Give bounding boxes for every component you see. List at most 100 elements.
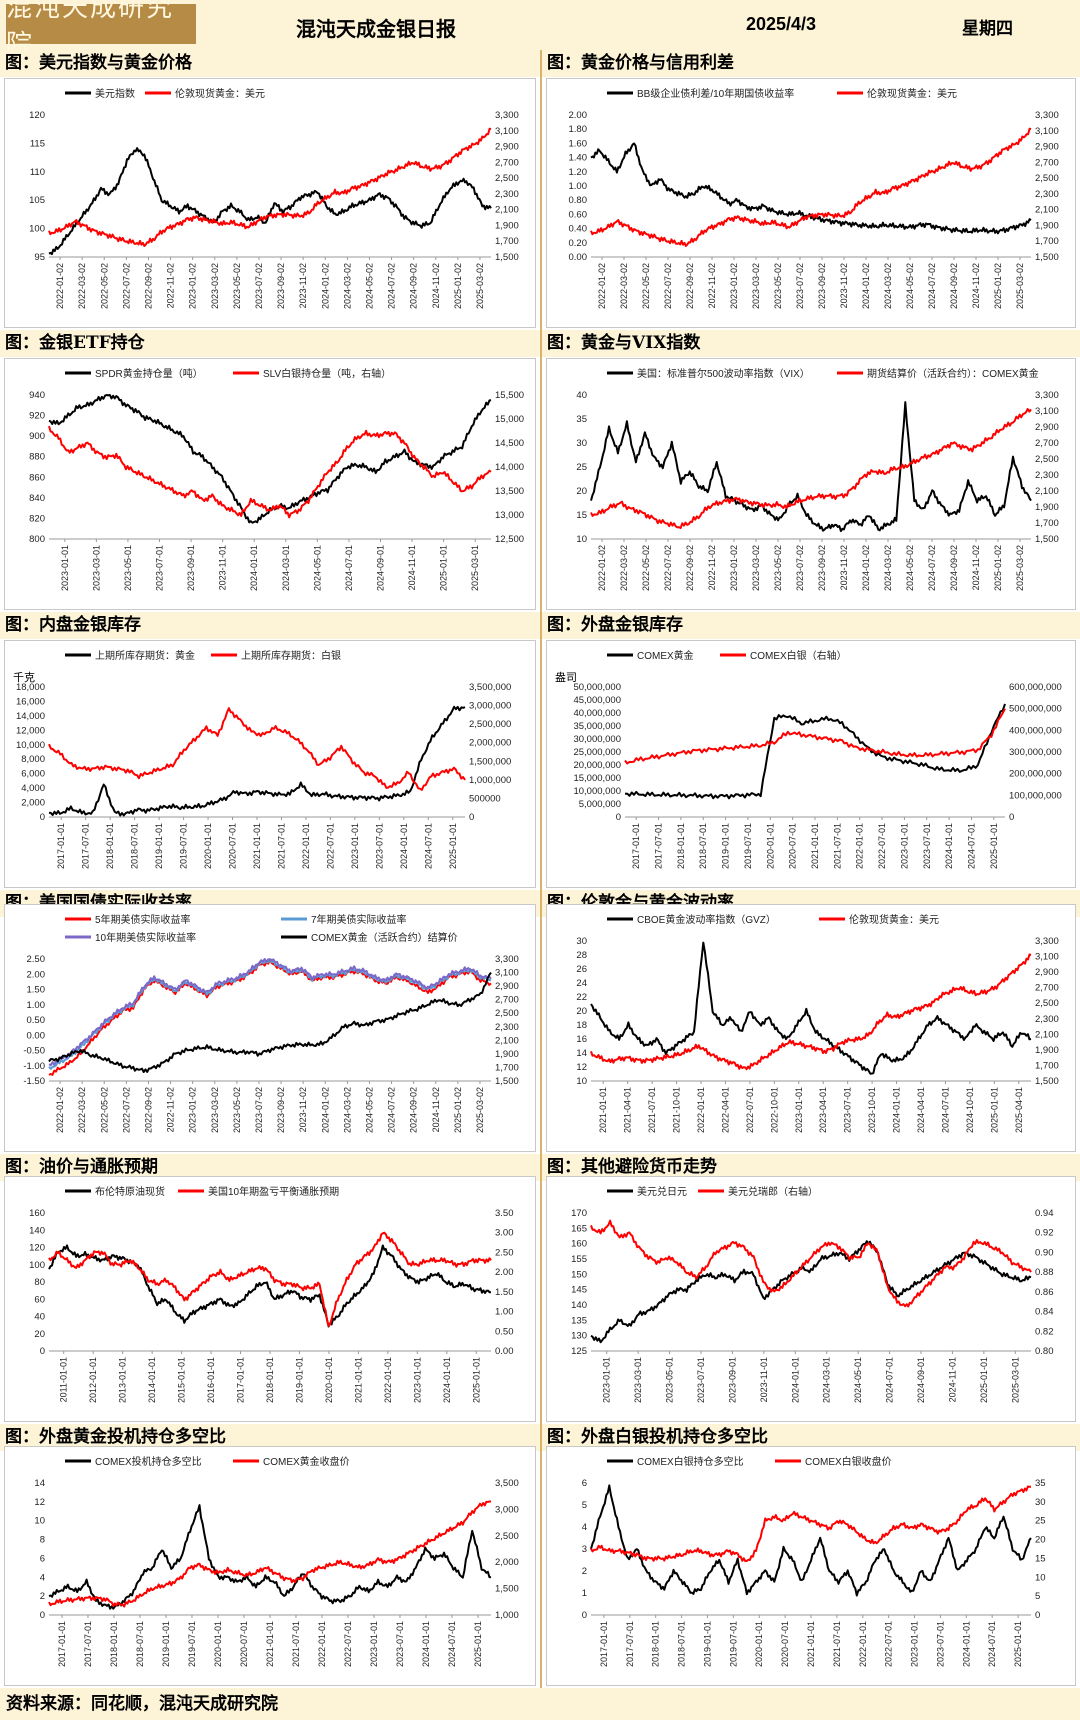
unit-label: 盎司 — [555, 670, 577, 684]
y-right-tick-label: 2,100 — [495, 205, 519, 216]
y-right-tick-label: 1,700 — [495, 1062, 519, 1073]
y-right-tick-label: 2,100 — [495, 1035, 519, 1046]
legend-label: COMEX白银（右轴） — [750, 649, 847, 662]
x-tick-label: 2024-03-02 — [883, 545, 893, 591]
y-left-tick-label: 0.50 — [27, 1015, 46, 1026]
y-left-tick-label: 45,000,000 — [573, 695, 621, 706]
x-tick-label: 2017-01-01 — [57, 1621, 67, 1667]
x-tick-label: 2017-07-01 — [654, 823, 664, 869]
y-left-tick-label: 35 — [576, 414, 587, 425]
y-left-tick-label: 40 — [576, 390, 587, 401]
y-left-tick-label: 10 — [576, 1076, 587, 1087]
y-right-tick-label: 2,000,000 — [469, 738, 511, 749]
x-tick-label: 2025-01-02 — [993, 545, 1003, 591]
x-tick-label: 2022-07-02 — [121, 1087, 131, 1133]
x-tick-label: 2024-01-02 — [320, 263, 330, 309]
legend-item: 上期所库存期货：黄金 — [65, 649, 195, 662]
legend-item: COMEX白银持仓多空比 — [607, 1455, 744, 1468]
y-left-tick-label: 25,000,000 — [573, 747, 621, 758]
x-tick-label: 2017-07-01 — [81, 823, 91, 869]
y-left-tick-label: 20 — [34, 1329, 45, 1340]
x-tick-label: 2019-07-01 — [179, 823, 189, 869]
y-left-tick-label: 130 — [571, 1331, 587, 1342]
y-left-tick-label: 10,000,000 — [573, 786, 621, 797]
column-divider — [540, 50, 542, 1688]
x-tick-label: 2022-01-01 — [855, 823, 865, 869]
x-tick-label: 2018-01-01 — [109, 1621, 119, 1667]
y-right-tick-label: 0.80 — [1035, 1346, 1054, 1357]
y-left-tick-label: 12 — [34, 1497, 45, 1508]
y-left-tick-label: 940 — [29, 390, 45, 401]
report-title: 混沌天成金银日报 — [296, 17, 456, 41]
y-left-tick-label: 1.50 — [27, 985, 46, 996]
series-line — [48, 972, 492, 1073]
series-line — [590, 941, 1032, 1075]
x-tick-label: 2023-01-01 — [412, 1357, 422, 1403]
y-left-tick-label: 120 — [29, 110, 45, 121]
x-tick-label: 2023-07-01 — [935, 1621, 945, 1667]
x-tick-label: 2025-03-02 — [1015, 545, 1025, 591]
x-tick-label: 2024-01-01 — [790, 1357, 800, 1403]
y-right-tick-label: 1.00 — [495, 1307, 514, 1318]
x-tick-label: 2024-09-02 — [949, 545, 959, 591]
y-right-tick-label: 300,000,000 — [1009, 747, 1062, 758]
x-tick-label: 2019-01-01 — [294, 1357, 304, 1403]
y-right-tick-label: 3,500 — [495, 1478, 519, 1489]
y-left-tick-label: 0 — [40, 1346, 45, 1357]
y-left-tick-label: 14 — [34, 1478, 45, 1489]
x-tick-label: 2022-01-02 — [55, 1087, 65, 1133]
y-right-tick-label: 2,700 — [1035, 438, 1059, 449]
y-left-tick-label: 155 — [571, 1254, 587, 1265]
y-left-tick-label: 2.00 — [569, 110, 588, 121]
series-line — [590, 1485, 1031, 1563]
y-right-tick-label: 1,700 — [495, 236, 519, 247]
chart-svg: 美元兑日元 美元兑瑞郎（右轴） 125 130 135 140 145 150 155 160 16… — [571, 1185, 1054, 1403]
x-tick-label: 2023-11-02 — [839, 263, 849, 308]
y-left-tick-label: 920 — [29, 411, 45, 422]
x-tick-label: 2022-09-02 — [685, 545, 695, 591]
y-left-tick-label: 18,000 — [16, 682, 45, 693]
x-tick-label: 2022-05-02 — [99, 263, 109, 309]
legend-label: 美元指数 — [95, 87, 135, 100]
y-right-tick-label: 30 — [1035, 1497, 1046, 1508]
y-right-tick-label: 13,500 — [495, 486, 524, 497]
x-tick-label: 2022-09-02 — [143, 1087, 153, 1133]
y-right-tick-label: 3,100 — [1035, 952, 1059, 963]
legend-label: 美元兑日元 — [637, 1185, 687, 1198]
y-right-tick-label: 2,300 — [495, 1022, 519, 1033]
x-tick-label: 2022-01-01 — [317, 1621, 327, 1667]
y-left-tick-label: 14 — [576, 1048, 587, 1059]
x-tick-label: 2023-07-02 — [254, 263, 264, 309]
y-right-tick-label: 2,500 — [495, 173, 519, 184]
y-left-tick-label: 860 — [29, 472, 45, 483]
x-tick-label: 2022-09-02 — [685, 263, 695, 309]
x-tick-label: 2022-07-01 — [343, 1621, 353, 1667]
y-left-tick-label: 0.40 — [569, 224, 588, 235]
x-tick-label: 2023-07-02 — [795, 545, 805, 591]
legend-item: SPDR黄金持仓量（吨） — [65, 367, 203, 380]
y-left-tick-label: 150 — [571, 1269, 587, 1280]
y-left-tick-label: 2.50 — [27, 954, 46, 965]
y-right-tick-label: 2,500 — [495, 1531, 519, 1542]
y-right-tick-label: 1,500 — [1035, 252, 1059, 263]
x-tick-label: 2023-07-02 — [795, 263, 805, 309]
x-tick-label: 2025-01-01 — [989, 823, 999, 869]
y-left-tick-label: 800 — [29, 534, 45, 545]
y-right-tick-label: 0.86 — [1035, 1287, 1054, 1298]
y-left-tick-label: 0 — [616, 812, 621, 823]
y-left-tick-label: 35,000,000 — [573, 721, 621, 732]
chart-section-title: 图：内盘金银库存 — [0, 612, 540, 639]
report-weekday: 星期四 — [962, 19, 1013, 39]
legend-item: 美元指数 — [65, 87, 135, 100]
y-right-tick-label: 2,500 — [495, 1008, 519, 1019]
y-left-tick-label: 16 — [576, 1034, 587, 1045]
x-tick-label: 2025-01-02 — [993, 263, 1003, 309]
legend-item: 美国：标准普尔500波动率指数（VIX） — [607, 367, 810, 380]
y-right-tick-label: 2,900 — [495, 981, 519, 992]
legend-label: COMEX投机持仓多空比 — [95, 1455, 202, 1468]
x-tick-label: 2023-07-02 — [254, 1087, 264, 1133]
x-tick-label: 2023-03-02 — [210, 1087, 220, 1133]
series-line — [48, 425, 492, 519]
y-right-tick-label: 14,000 — [495, 462, 524, 473]
x-tick-label: 2022-11-02 — [166, 1087, 176, 1132]
